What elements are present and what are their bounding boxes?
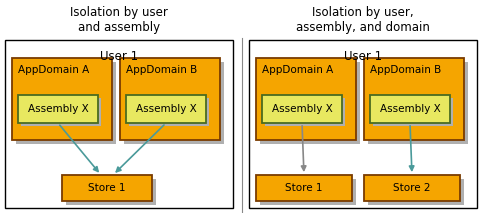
Text: Store 1: Store 1	[285, 183, 323, 193]
Bar	[120, 58, 220, 140]
Text: Assembly X: Assembly X	[380, 104, 440, 114]
Bar	[129, 98, 209, 126]
Bar	[256, 175, 352, 201]
Bar	[16, 62, 116, 144]
Bar	[373, 98, 453, 126]
Text: Assembly X: Assembly X	[28, 104, 88, 114]
Bar	[260, 179, 356, 205]
Bar	[124, 62, 224, 144]
Text: Store 1: Store 1	[88, 183, 126, 193]
Bar	[249, 40, 477, 208]
Text: AppDomain B: AppDomain B	[126, 65, 197, 75]
Text: Assembly X: Assembly X	[272, 104, 332, 114]
Text: User 1: User 1	[100, 50, 138, 63]
Bar	[368, 62, 468, 144]
Bar	[262, 95, 342, 123]
Text: Isolation by user,
assembly, and domain: Isolation by user, assembly, and domain	[296, 6, 430, 34]
Bar	[62, 175, 152, 201]
Text: AppDomain B: AppDomain B	[370, 65, 441, 75]
Bar	[18, 95, 98, 123]
Bar	[368, 179, 464, 205]
Bar	[370, 95, 450, 123]
Bar	[364, 175, 460, 201]
Text: Isolation by user
and assembly: Isolation by user and assembly	[70, 6, 168, 34]
Bar	[66, 179, 156, 205]
Bar	[265, 98, 345, 126]
Text: AppDomain A: AppDomain A	[18, 65, 89, 75]
Bar	[256, 58, 356, 140]
Bar	[21, 98, 101, 126]
Bar	[126, 95, 206, 123]
Bar	[12, 58, 112, 140]
Text: AppDomain A: AppDomain A	[262, 65, 333, 75]
Text: User 1: User 1	[344, 50, 382, 63]
Bar	[260, 62, 360, 144]
Bar	[5, 40, 233, 208]
Text: Store 2: Store 2	[393, 183, 431, 193]
Bar	[364, 58, 464, 140]
Text: Assembly X: Assembly X	[136, 104, 196, 114]
